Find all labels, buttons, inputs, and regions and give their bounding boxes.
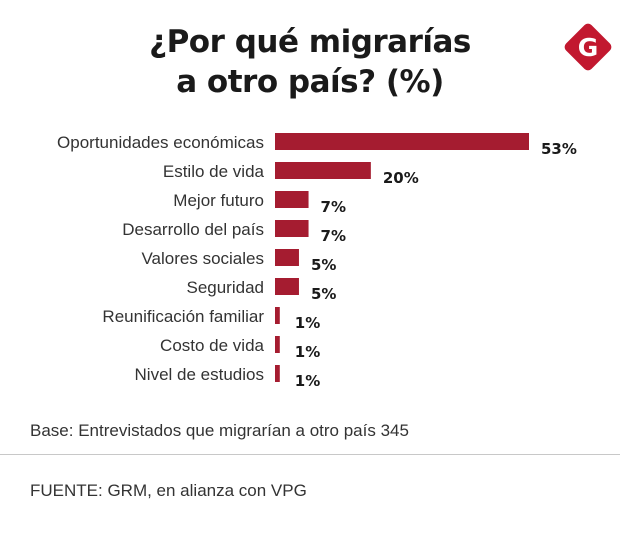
divider [0,454,620,455]
chart-title-line-2: a otro país? (%) [176,64,444,100]
value-label: 5% [311,256,336,274]
value-label: 1% [295,343,320,361]
value-label: 20% [383,169,419,187]
bar [275,365,280,382]
bar [275,278,299,295]
category-label: Mejor futuro [173,191,264,210]
bar [275,133,529,150]
bar [275,336,280,353]
value-label: 1% [295,372,320,390]
value-label: 7% [321,198,346,216]
value-label: 1% [295,314,320,332]
source-note: FUENTE: GRM, en alianza con VPG [30,481,307,500]
bar [275,191,309,208]
category-label: Reunificación familiar [102,307,264,326]
logo-diamond [564,23,612,71]
value-label: 7% [321,227,346,245]
bar-chart: Oportunidades económicas 53% Estilo de vid… [57,133,577,390]
base-note: Base: Entrevistados que migrarían a otro… [30,421,409,440]
category-label: Valores sociales [141,249,264,268]
logo-letter: G [578,33,599,62]
publisher-logo-icon: G [561,20,615,74]
category-label: Estilo de vida [163,162,265,181]
bar [275,307,280,324]
category-label: Costo de vida [160,336,264,355]
chart-title-line-1: ¿Por qué migrarías [149,24,471,60]
category-label: Seguridad [186,278,264,297]
chart-title: ¿Por qué migrarías a otro país? (%) [0,22,620,102]
bar [275,249,299,266]
value-label: 5% [311,285,336,303]
category-label: Desarrollo del país [122,220,264,239]
bar [275,162,371,179]
category-label: Nivel de estudios [135,365,264,384]
value-label: 53% [541,140,577,158]
category-label: Oportunidades económicas [57,133,264,152]
bar [275,220,309,237]
